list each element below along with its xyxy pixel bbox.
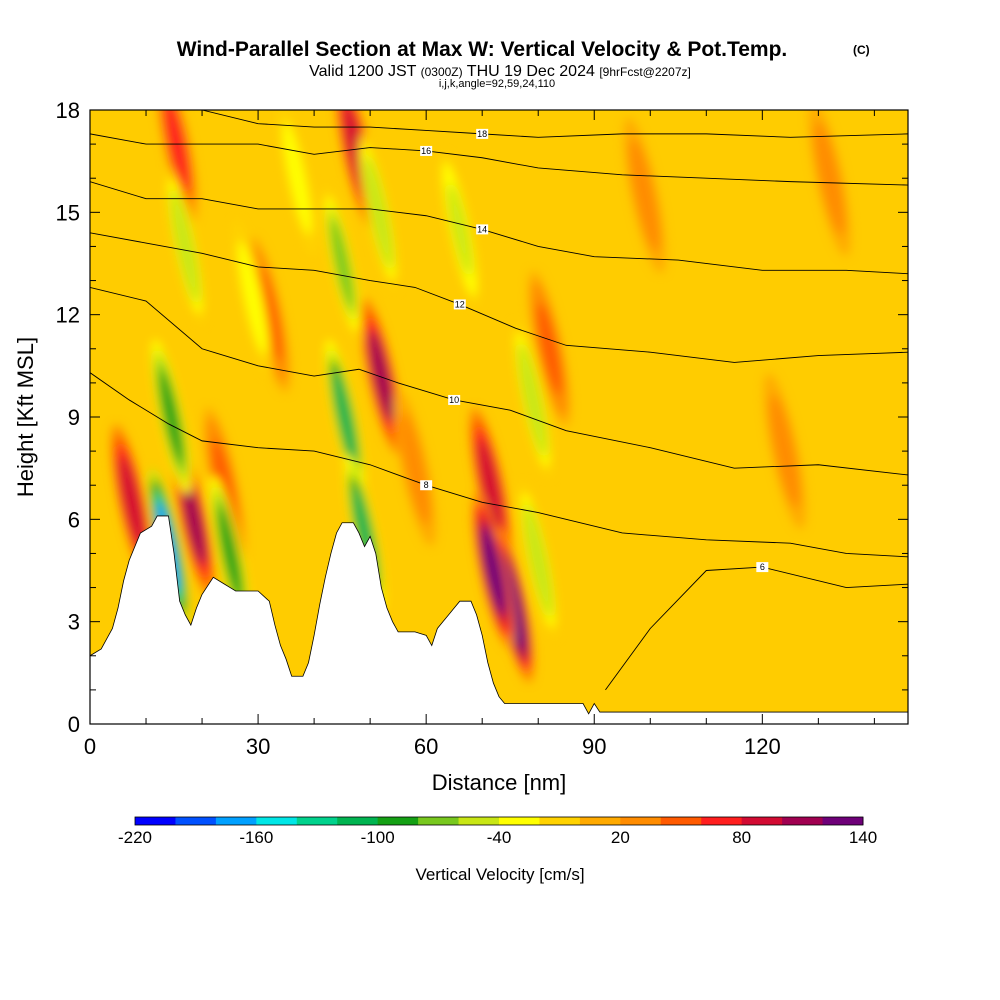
colorbar-label: Vertical Velocity [cm/s]: [415, 865, 584, 884]
velocity-field: [111, 110, 851, 683]
theta-contours: 6 8 10 12 14 16 18: [90, 110, 908, 691]
colorbar-swatch: [458, 817, 500, 825]
updraft-cell: [632, 149, 658, 242]
theta-contour-label-bg: [476, 224, 489, 235]
colorbar-tick-label: 20: [611, 828, 630, 847]
downdraft-cell: [240, 251, 265, 344]
colorbar-swatch: [499, 817, 540, 825]
colorbar-tick-label: 80: [732, 828, 751, 847]
theta-contour-line: [605, 566, 908, 691]
x-tick-label: 120: [744, 734, 781, 759]
y-tick-label: 9: [68, 405, 80, 430]
colorbar-tick-label: 140: [849, 828, 877, 847]
colorbar-swatch: [620, 817, 662, 825]
y-tick-label: 12: [56, 303, 80, 328]
colorbar-swatch: [660, 817, 702, 825]
x-axis: 0 30 60 90 120: [84, 110, 875, 759]
theta-contour-label: 12: [455, 299, 465, 309]
theta-contour-label: 16: [421, 146, 431, 156]
colorbar-swatch: [782, 817, 824, 825]
theta-contour-label-bg: [420, 145, 433, 156]
theta-contour-label: 8: [424, 480, 429, 490]
x-tick-label: 90: [582, 734, 606, 759]
terrain: [90, 515, 908, 724]
colorbar-tick-label: -40: [487, 828, 512, 847]
colorbar-tick-label: -100: [361, 828, 395, 847]
colorbar-tick-label: -160: [239, 828, 273, 847]
y-tick-label: 15: [56, 200, 80, 225]
colorbar-swatch: [741, 817, 783, 825]
theta-contour-line: [90, 232, 908, 363]
theta-contour-label: 18: [477, 129, 487, 139]
theta-contour-label-bg: [453, 299, 466, 310]
colorbar: -220 -160 -100 -40 20 80 140: [118, 816, 877, 847]
colorbar-swatch: [579, 817, 621, 825]
subtitle: Valid 1200 JST (0300Z) THU 19 Dec 2024 […: [309, 63, 691, 80]
downdraft-cell: [448, 183, 472, 276]
downdraft-cell: [159, 370, 183, 464]
x-tick-label: 0: [84, 734, 96, 759]
updraft-cell: [480, 524, 506, 617]
y-tick-label: 3: [68, 610, 80, 635]
y-tick-label: 0: [68, 712, 80, 737]
updraft-cell: [817, 132, 842, 225]
colorbar-swatch: [701, 817, 743, 825]
updraft-cell: [537, 302, 562, 395]
colorbar-frame: [134, 816, 864, 826]
plot-area: 6 8 10 12 14 16 18: [90, 110, 908, 724]
colorbar-swatch: [337, 817, 379, 825]
theta-contour-label-bg: [476, 128, 489, 139]
downdraft-cell: [285, 132, 310, 225]
theta-contour-label: 6: [760, 562, 765, 572]
downdraft-cell: [526, 514, 550, 607]
updraft-cell: [119, 456, 145, 549]
theta-contour-label-bg: [448, 394, 461, 405]
theta-contour-label: 14: [477, 224, 487, 234]
updraft-cell: [212, 439, 237, 532]
theta-contour-label: 10: [449, 395, 459, 405]
y-axis: 0 3 6 9 12 15 18: [56, 98, 908, 737]
theta-contour-line: [90, 286, 908, 476]
valid-label: Valid 1200 JST: [309, 63, 417, 80]
downdraft-cell: [173, 200, 197, 293]
x-tick-label: 30: [246, 734, 270, 759]
colorbar-swatch: [539, 817, 581, 825]
y-tick-label: 18: [56, 98, 80, 123]
forecast-label: [9hrFcst@2207z]: [599, 65, 691, 79]
date-label: THU 19 Dec 2024: [467, 63, 595, 80]
theta-contour-line: [90, 181, 908, 275]
updraft-cell: [478, 439, 504, 532]
utc-label: (0300Z): [421, 65, 463, 79]
colorbar-swatch: [418, 817, 460, 825]
y-axis-label: Height [Kft MSL]: [13, 337, 38, 497]
y-tick-label: 6: [68, 507, 80, 532]
colorbar-tick-label: -220: [118, 828, 152, 847]
theta-contour-label-bg: [420, 480, 433, 491]
colorbar-swatch: [135, 817, 176, 825]
downdraft-cell: [366, 166, 391, 259]
downdraft-cell: [218, 507, 242, 600]
downdraft-cell: [520, 353, 545, 447]
updraft-cell: [181, 473, 207, 566]
updraft-cell: [256, 268, 282, 361]
updraft-cell: [368, 329, 394, 423]
x-axis-label: Distance [nm]: [432, 770, 567, 795]
ijk-note: i,j,k,angle=92,59,24,110: [439, 78, 555, 90]
theta-contour-label-bg: [756, 562, 769, 573]
colorbar-swatch: [296, 817, 338, 825]
colorbar-swatch: [377, 817, 419, 825]
downdraft-cell: [330, 217, 354, 310]
updraft-cell: [772, 405, 798, 498]
copyright-mark: (C): [853, 43, 870, 57]
colorbar-swatch: [822, 817, 864, 825]
colorbar-swatch: [215, 817, 257, 825]
x-tick-label: 60: [414, 734, 438, 759]
colorbar-swatch: [175, 817, 217, 825]
downdraft-cell: [333, 370, 357, 464]
colorbar-swatch: [256, 817, 298, 825]
updraft-cell: [402, 422, 428, 515]
chart-title: Wind-Parallel Section at Max W: Vertical…: [177, 38, 788, 61]
